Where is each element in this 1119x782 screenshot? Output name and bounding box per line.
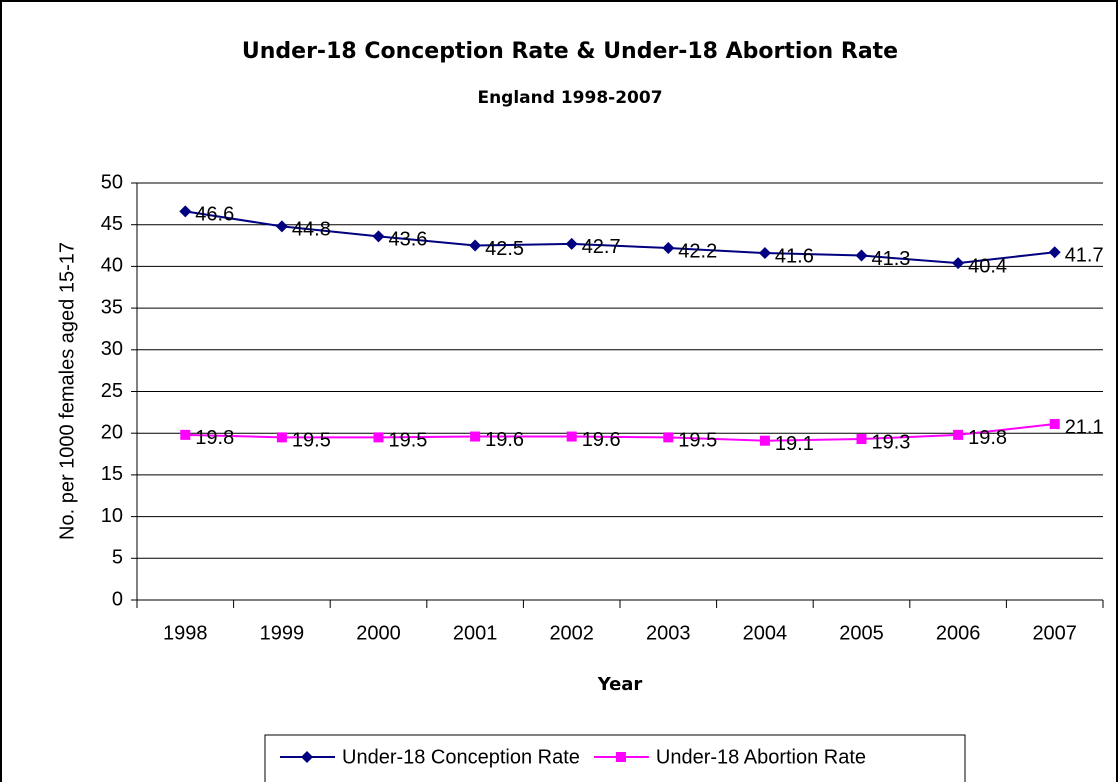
y-tick-label: 30 bbox=[101, 338, 123, 360]
legend-label: Under-18 Abortion Rate bbox=[656, 746, 866, 768]
data-label: 44.8 bbox=[292, 219, 331, 241]
y-tick-label: 50 bbox=[101, 171, 123, 193]
data-label: 43.6 bbox=[389, 229, 428, 251]
x-tick-label: 2007 bbox=[1032, 622, 1077, 644]
point-marker bbox=[179, 205, 192, 218]
x-tick-label: 2002 bbox=[549, 622, 594, 644]
y-tick-label: 45 bbox=[101, 213, 123, 235]
data-label: 19.5 bbox=[292, 430, 331, 452]
data-label: 19.3 bbox=[872, 431, 911, 453]
point-marker bbox=[953, 429, 964, 440]
point-marker bbox=[373, 432, 384, 443]
data-label: 42.2 bbox=[678, 240, 717, 262]
point-marker bbox=[469, 239, 482, 252]
x-tick-label: 2000 bbox=[356, 622, 401, 644]
chart-subtitle: England 1998-2007 bbox=[477, 88, 662, 108]
data-label: 42.7 bbox=[582, 236, 621, 258]
x-tick-label: 2003 bbox=[646, 622, 691, 644]
y-tick-label: 15 bbox=[101, 463, 123, 485]
series-line bbox=[185, 423, 1055, 442]
point-marker bbox=[615, 752, 626, 762]
y-axis-label: No. per 1000 females aged 15-17 bbox=[56, 242, 78, 540]
series-line bbox=[185, 210, 1055, 265]
point-marker bbox=[1049, 419, 1060, 430]
y-tick-label: 25 bbox=[101, 380, 123, 402]
point-marker bbox=[855, 249, 868, 262]
data-label: 19.1 bbox=[775, 433, 814, 455]
data-label: 19.6 bbox=[485, 429, 524, 451]
point-marker bbox=[372, 230, 385, 243]
data-label: 42.5 bbox=[485, 238, 524, 260]
point-marker bbox=[275, 220, 288, 233]
y-tick-label: 5 bbox=[112, 547, 123, 569]
y-tick-label: 35 bbox=[101, 296, 123, 318]
point-marker bbox=[470, 431, 481, 442]
x-tick-label: 1999 bbox=[260, 622, 305, 644]
point-marker bbox=[662, 242, 675, 255]
y-tick-label: 40 bbox=[101, 255, 123, 277]
point-marker bbox=[180, 429, 191, 440]
chart-title: Under-18 Conception Rate & Under-18 Abor… bbox=[242, 39, 898, 64]
data-label: 41.7 bbox=[1065, 245, 1104, 267]
data-label: 41.3 bbox=[872, 248, 911, 270]
data-label: 19.5 bbox=[678, 430, 717, 452]
point-marker bbox=[952, 257, 965, 270]
x-tick-label: 2001 bbox=[453, 622, 498, 644]
data-label: 21.1 bbox=[1065, 416, 1104, 438]
data-label: 41.6 bbox=[775, 245, 814, 267]
point-marker bbox=[276, 432, 287, 443]
x-axis-label: Year bbox=[597, 674, 643, 695]
point-marker bbox=[1048, 246, 1061, 259]
x-tick-label: 2005 bbox=[839, 622, 884, 644]
y-tick-label: 0 bbox=[112, 588, 123, 610]
y-tick-label: 10 bbox=[101, 505, 123, 527]
x-tick-label: 2004 bbox=[743, 622, 788, 644]
legend-box bbox=[264, 734, 966, 782]
data-label: 19.8 bbox=[968, 427, 1007, 449]
point-marker bbox=[759, 435, 770, 446]
data-label: 40.4 bbox=[968, 255, 1007, 277]
x-tick-label: 1998 bbox=[163, 622, 208, 644]
point-marker bbox=[301, 751, 313, 763]
data-label: 46.6 bbox=[195, 204, 234, 226]
x-tick-label: 2006 bbox=[936, 622, 981, 644]
point-marker bbox=[565, 237, 578, 250]
legend-label: Under-18 Conception Rate bbox=[342, 746, 580, 768]
point-marker bbox=[856, 434, 867, 445]
point-marker bbox=[758, 247, 771, 260]
data-label: 19.5 bbox=[389, 430, 428, 452]
y-tick-label: 20 bbox=[101, 421, 123, 443]
point-marker bbox=[566, 431, 577, 442]
data-label: 19.8 bbox=[195, 427, 234, 449]
data-label: 19.6 bbox=[582, 429, 621, 451]
point-marker bbox=[663, 432, 674, 443]
